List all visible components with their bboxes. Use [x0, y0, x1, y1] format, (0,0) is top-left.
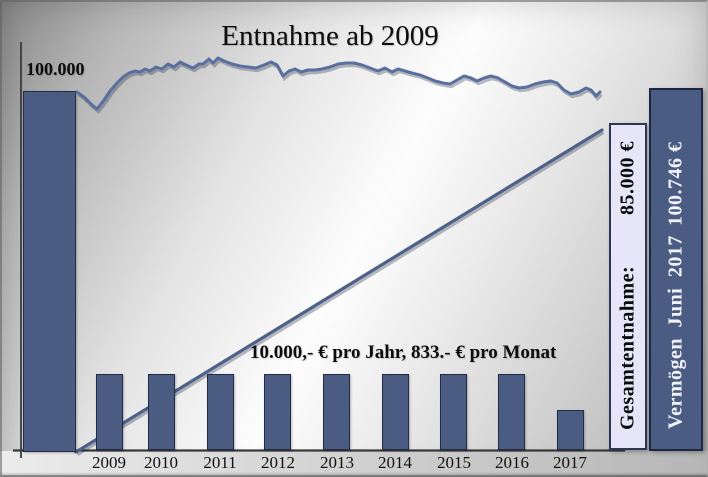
- bar-2014: [382, 374, 409, 450]
- final-wealth-label: Vermögen Juni 2017: [664, 235, 687, 429]
- x-tick-2009: 2009: [92, 453, 126, 472]
- x-tick-2014: 2014: [378, 453, 412, 472]
- total-withdrawal-text: Gesamtentnahme: 85.000 €: [611, 125, 645, 448]
- x-tick-2010: 2010: [144, 453, 178, 472]
- withdrawal-rate-annotation: 10.000,- € pro Jahr, 833.- € pro Monat: [250, 342, 557, 363]
- total-withdrawal-label: Gesamtentnahme:: [616, 265, 639, 430]
- bar-2017: [557, 410, 584, 450]
- depot-value-line-shadow: [77, 58, 603, 114]
- x-tick-2016: 2016: [495, 453, 529, 472]
- total-withdrawal-value: 85.000 €: [616, 141, 639, 215]
- bar-start-capital: [23, 91, 76, 452]
- final-wealth-bar: Vermögen Juni 2017 100.746 €: [649, 88, 703, 451]
- x-tick-2017: 2017: [553, 453, 587, 472]
- bar-2015: [440, 374, 467, 450]
- x-tick-2015: 2015: [437, 453, 471, 472]
- total-withdrawal-bar: Gesamtentnahme: 85.000 €: [609, 123, 647, 450]
- bar-2009: [96, 374, 123, 450]
- x-tick-2011: 2011: [203, 453, 237, 472]
- x-tick-2012: 2012: [261, 453, 295, 472]
- bar-2011: [207, 374, 234, 450]
- bar-2013: [323, 374, 350, 450]
- bar-2012: [264, 374, 291, 450]
- start-capital-label: 100.000: [26, 59, 85, 79]
- bar-2016: [498, 374, 525, 450]
- final-wealth-value: 100.746 €: [664, 142, 687, 227]
- chart-title: Entnahme ab 2009: [221, 20, 439, 52]
- depot-value-line: [75, 56, 602, 111]
- final-wealth-text: Vermögen Juni 2017 100.746 €: [651, 90, 701, 449]
- bar-2010: [148, 374, 175, 450]
- x-axis-band: [0, 451, 708, 477]
- x-tick-2013: 2013: [320, 453, 354, 472]
